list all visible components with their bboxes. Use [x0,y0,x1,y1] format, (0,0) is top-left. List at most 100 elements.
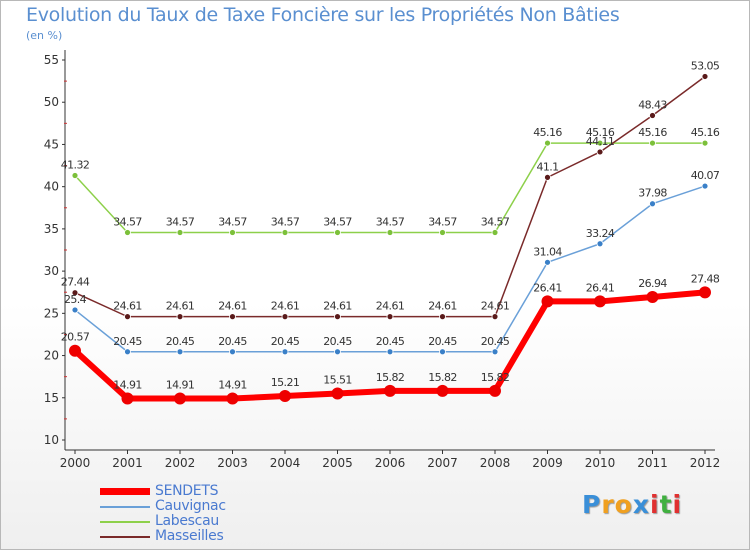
chart-unit-label: (en %) [26,29,63,42]
data-point [281,229,289,236]
x-tick-label: 2000 [60,456,91,470]
data-point [334,313,341,321]
legend-swatch [100,506,150,508]
data-point [594,295,606,308]
data-label: 20.45 [271,335,300,348]
x-tick-label: 2003 [217,456,248,470]
data-label: 25.4 [64,293,87,306]
data-point [386,348,394,356]
logo-letter: r [601,490,615,519]
data-point [71,172,79,179]
data-label: 26.41 [586,281,615,294]
data-point [596,139,604,147]
logo-letter: i [650,490,660,519]
data-label: 45.16 [586,126,615,139]
data-point [331,387,344,400]
data-label: 34.57 [113,216,142,229]
data-point [71,289,79,297]
data-point [544,258,551,266]
data-point [596,240,604,248]
legend-label: Cauvignac [155,498,226,514]
data-label: 20.45 [166,335,195,348]
data-point [436,384,449,397]
logo-letter: o [614,490,633,519]
data-point [544,139,551,147]
data-point [701,139,709,147]
legend-label: SENDETS [155,483,219,499]
series-masseilles: 27.44 24.61 24.61 24.61 24.61 24.61 24.61 24.61… [61,59,720,321]
data-label: 33.24 [586,227,615,240]
data-point [649,200,656,208]
data-label: 34.57 [376,216,405,229]
x-tick-label: 2009 [532,456,563,470]
data-point [281,348,289,356]
data-label: 20.45 [323,335,352,348]
series-sendets: 20.57 14.91 14.91 14.91 15.21 15.51 15.82 15.82… [61,272,720,405]
data-label: 24.61 [428,300,457,313]
data-label: 20.57 [61,331,90,344]
data-label: 24.61 [323,300,352,313]
data-label: 34.57 [271,216,300,229]
data-label: 34.57 [428,216,457,229]
data-label: 31.04 [533,245,562,258]
chart-title: Evolution du Taux de Taxe Foncière sur l… [26,4,620,26]
data-point [124,313,131,321]
legend-swatch [100,536,150,538]
data-point [384,384,396,397]
data-point [229,313,236,321]
data-label: 34.57 [166,216,195,229]
x-tick-label: 2012 [690,456,721,470]
data-point [226,392,239,405]
data-label: 15.21 [271,376,300,389]
data-label: 24.61 [166,300,195,313]
x-tick-label: 2008 [480,456,511,470]
y-tick-label: 55 [44,53,59,67]
data-point [124,229,131,236]
data-point [701,182,709,190]
data-label: 48.43 [638,98,667,111]
data-point [491,313,499,321]
y-tick-label: 15 [44,391,59,405]
data-point [386,229,394,236]
data-point [439,348,446,356]
x-tick-label: 2001 [112,456,143,470]
y-tick-label: 30 [44,264,59,278]
legend-swatch [100,488,150,495]
data-label: 15.51 [323,373,352,386]
series-labescau: 41.32 34.57 34.57 34.57 34.57 34.57 34.57 34.57… [61,126,720,236]
logo-letter: t [659,490,673,519]
data-point [334,348,341,356]
data-point [229,229,236,236]
logo-letter: i [672,490,683,519]
legend-swatch [100,521,150,523]
data-point [439,229,446,236]
x-tick-label: 2007 [427,456,458,470]
x-tick-label: 2002 [165,456,196,470]
data-label: 34.57 [323,216,352,229]
y-tick-label: 50 [44,95,59,109]
x-tick-label: 2010 [585,456,616,470]
y-tick-label: 45 [44,137,59,151]
data-point [334,229,341,236]
data-point [124,348,131,356]
data-label: 20.45 [428,335,457,348]
data-label: 14.91 [113,379,142,392]
y-tick-label: 35 [44,222,59,236]
y-tick-label: 40 [44,180,59,194]
data-label: 26.41 [533,281,562,294]
data-label: 45.16 [638,126,667,139]
data-point [489,384,501,397]
data-label: 26.94 [638,277,667,290]
data-point [229,348,236,356]
x-tick-label: 2004 [270,456,301,470]
data-label: 45.16 [533,126,562,139]
logo-letter: x [632,490,650,519]
data-point [69,344,81,357]
data-label: 27.48 [691,272,720,285]
data-label: 27.44 [61,276,90,289]
data-label: 24.61 [271,300,300,313]
data-label: 24.61 [481,300,510,313]
data-point [121,392,134,405]
legend-label: Labescau [155,513,219,529]
data-point [491,348,499,356]
